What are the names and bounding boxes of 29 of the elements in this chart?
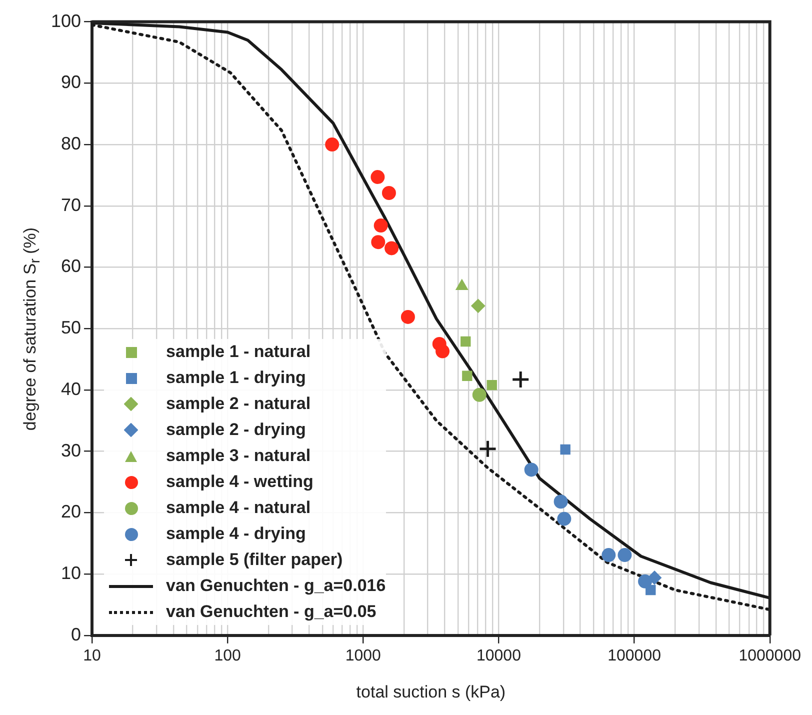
x-tick-label: 1000 [345, 647, 382, 664]
y-tick-label: 20 [61, 502, 82, 522]
y-tick-label: 100 [50, 10, 82, 31]
legend-label: sample 1 - drying [166, 367, 306, 390]
y-tick-label: 0 [71, 624, 82, 644]
y-tick-label: 60 [61, 256, 82, 276]
y-tick-label: 30 [61, 440, 82, 460]
legend-label: sample 4 - wetting [166, 471, 314, 494]
legend-label: van Genuchten - g_a=0.016 [166, 575, 386, 598]
x-axis-title: total suction s (kPa) [356, 682, 506, 702]
legend-label: van Genuchten - g_a=0.05 [166, 601, 376, 624]
legend-label: sample 1 - natural [166, 341, 311, 364]
x-tick-label: 1000000 [738, 647, 802, 664]
y-tick-label: 10 [61, 563, 82, 584]
y-tick-label: 50 [61, 318, 82, 338]
y-tick-label: 40 [61, 378, 82, 399]
legend-label: sample 3 - natural [166, 445, 311, 468]
x-tick-label: 100000 [608, 647, 662, 664]
legend-label: sample 4 - drying [166, 523, 306, 546]
legend-label: sample 5 (filter paper) [166, 549, 343, 572]
y-tick-label: 90 [61, 72, 82, 92]
y-tick-label: 70 [61, 194, 82, 215]
legend-label: sample 2 - natural [166, 393, 311, 416]
y-tick-label: 80 [61, 133, 82, 154]
x-tick-label: 10 [83, 647, 102, 664]
legend-label: sample 2 - drying [166, 419, 306, 442]
x-tick-label: 10000 [476, 647, 522, 664]
legend-label: sample 4 - natural [166, 497, 311, 520]
x-tick-label: 100 [214, 647, 242, 664]
